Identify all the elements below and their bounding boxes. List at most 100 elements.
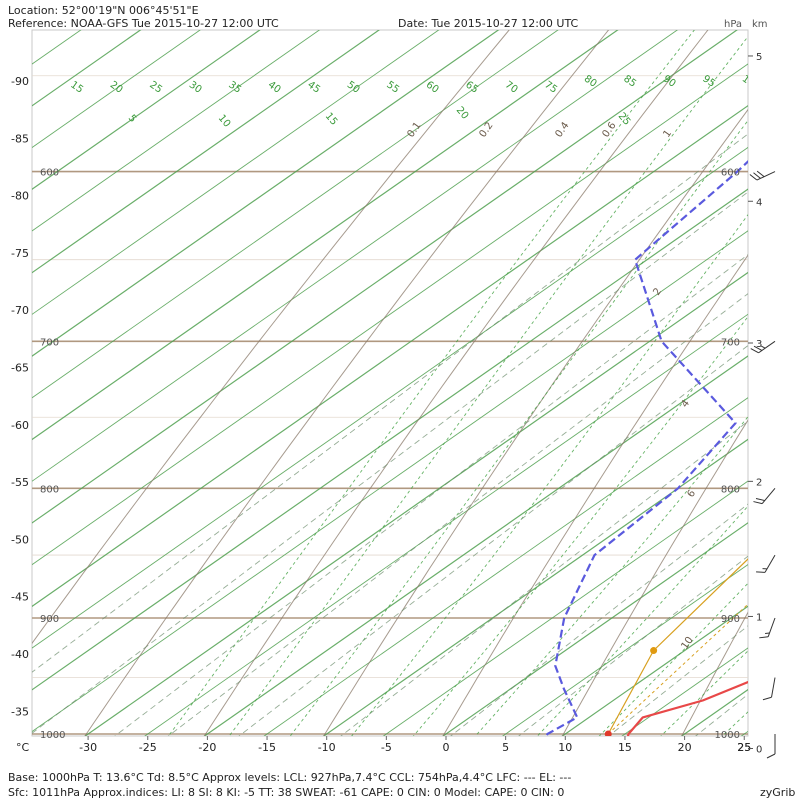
left-temp-label: -60	[11, 419, 29, 432]
wind-barb-flag	[750, 348, 759, 354]
location-text: Location: 52°00'19"N 006°45'51"E	[8, 4, 199, 17]
x-tick-label: 5	[502, 741, 509, 754]
x-tick-label: -5	[381, 741, 392, 754]
km-unit-label: km	[752, 19, 768, 30]
wind-barb-half	[762, 568, 768, 570]
x-tick-label: 20	[678, 741, 692, 754]
reference-text: Reference: NOAA-GFS Tue 2015-10-27 12:00…	[8, 17, 279, 30]
left-temp-label: -50	[11, 533, 29, 546]
wind-barb-flag	[753, 501, 763, 505]
wind-barb	[750, 340, 776, 354]
wind-barb	[766, 734, 776, 759]
left-temp-label: -75	[11, 247, 29, 260]
pressure-label-left: 600	[40, 168, 59, 179]
km-tick-label: 2	[756, 477, 762, 488]
x-unit-label: °C	[16, 741, 30, 754]
dry-adiabat-line	[442, 254, 748, 736]
wind-barb-staff	[761, 487, 776, 504]
isotherm-line	[84, 271, 748, 736]
dry-adiabat-label: 100	[740, 73, 762, 93]
mixing-ratio-line	[518, 555, 748, 736]
wind-barb-flag	[756, 571, 766, 573]
wind-barb-staff	[758, 340, 776, 354]
left-temp-label: -40	[11, 648, 29, 661]
left-temp-label: -55	[11, 476, 29, 489]
x-tick-label: -25	[139, 741, 157, 754]
x-tick-label: -15	[258, 741, 276, 754]
moist-adiabat-label: 5	[126, 113, 139, 125]
left-temp-label: -65	[11, 362, 29, 375]
left-temp-label: -70	[11, 304, 29, 317]
dry-adiabat-line	[323, 108, 748, 736]
pressure-label-left: 900	[40, 614, 59, 625]
moist-adiabat-line	[474, 415, 748, 736]
wind-barb-staff	[756, 171, 776, 181]
base-levels-text: Base: 1000hPa T: 13.6°C Td: 8.5°C Approx…	[8, 771, 572, 784]
wind-barb-flag	[759, 636, 769, 639]
wind-barb-flag	[755, 498, 765, 502]
wind-barb-flag	[753, 172, 761, 179]
moist-adiabat-line	[598, 582, 748, 736]
km-tick-label: 0	[756, 744, 762, 755]
wind-barb-staff	[771, 677, 776, 698]
pressure-label-left: 800	[40, 484, 59, 495]
left-temp-label: -90	[11, 75, 29, 88]
wind-barb	[749, 170, 776, 181]
isotherm-line	[787, 0, 800, 788]
dewpoint-profile-line	[545, 159, 748, 736]
isotherm-line	[322, 438, 748, 736]
temperature-profile-line	[626, 680, 748, 736]
km-tick-label: 4	[756, 197, 762, 208]
hpa-unit-label: hPa	[724, 19, 742, 30]
km-tick-label: 1	[756, 612, 762, 623]
marker-lcl	[650, 647, 658, 655]
left-temp-label: -35	[11, 705, 29, 718]
pressure-label-right: 900	[721, 614, 740, 625]
x-tick-label: -10	[318, 741, 336, 754]
km-tick-label: 3	[756, 339, 762, 350]
moist-adiabat-line	[228, 35, 748, 736]
wind-barb-flag	[749, 174, 758, 181]
wind-barb-flag	[753, 345, 763, 351]
wind-barb	[753, 487, 776, 505]
dry-adiabat-line	[203, 30, 709, 736]
dry-adiabat-line	[681, 611, 748, 736]
pressure-label-right: 1000	[715, 730, 740, 741]
dry-adiabat-line	[84, 30, 610, 736]
moist-adiabat-line	[289, 119, 748, 736]
isotherm-line	[144, 313, 748, 736]
wind-barb	[762, 677, 776, 701]
wind-barb-flag	[766, 753, 776, 759]
mixing-ratio-line	[114, 254, 748, 736]
mixing-ratio-label: 4	[679, 398, 692, 410]
x-tick-label: 10	[558, 741, 572, 754]
wind-barb-staff	[764, 554, 776, 573]
wind-barb	[759, 617, 776, 639]
isotherm-line	[263, 397, 748, 736]
indices-text: Sfc: 1011hPa Approx.indices: LI: 8 SI: 8…	[8, 786, 565, 799]
pressure-label-right: 700	[721, 337, 740, 348]
pressure-label-right: 600	[721, 168, 740, 179]
mixing-ratio-line	[450, 503, 748, 736]
left-temp-label: -45	[11, 591, 29, 604]
moist-adiabat-line	[787, 0, 800, 788]
marker-surface	[604, 730, 612, 736]
x-tick-label: 25	[737, 741, 751, 754]
x-tick-label: -20	[198, 741, 216, 754]
wind-barb-half	[765, 632, 770, 635]
zygrib-brand: zyGrib	[760, 786, 796, 799]
left-temp-label: -80	[11, 190, 29, 203]
x-tick-label: 0	[443, 741, 450, 754]
